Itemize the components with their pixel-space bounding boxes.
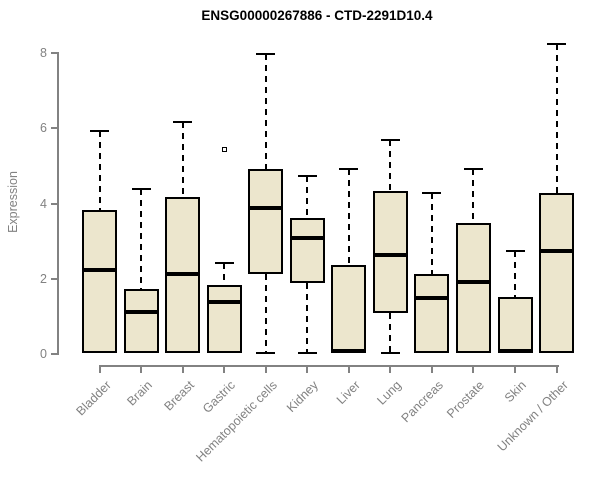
y-tick-label: 2	[40, 271, 47, 286]
upper-whisker-cap	[297, 175, 317, 178]
upper-whisker	[223, 262, 226, 286]
upper-whisker-cap	[380, 139, 400, 142]
lower-whisker-cap	[297, 352, 317, 354]
upper-whisker	[472, 168, 475, 224]
x-axis-tick	[98, 365, 101, 373]
lower-whisker	[306, 283, 309, 353]
upper-whisker-cap	[173, 120, 193, 123]
box	[497, 296, 533, 353]
upper-whisker-cap	[547, 43, 567, 46]
box	[331, 264, 367, 353]
upper-whisker	[306, 176, 309, 218]
y-tick-label: 4	[40, 196, 47, 211]
box	[372, 191, 408, 314]
y-axis-title: Expression	[6, 171, 20, 233]
box	[206, 285, 242, 353]
x-axis-tick	[223, 365, 226, 373]
x-axis-tick	[181, 365, 184, 373]
x-axis-line	[99, 365, 559, 367]
upper-whisker	[181, 121, 184, 197]
lower-whisker	[264, 273, 267, 353]
box	[539, 193, 575, 353]
upper-whisker	[98, 131, 101, 210]
median-line	[414, 296, 450, 301]
upper-whisker	[264, 53, 267, 169]
x-axis-tick	[140, 365, 143, 373]
y-axis-tick	[51, 277, 57, 280]
upper-whisker-cap	[214, 261, 234, 264]
lower-whisker-cap	[380, 352, 400, 354]
upper-whisker	[555, 44, 558, 194]
y-tick-label: 8	[40, 46, 47, 60]
upper-whisker-cap	[422, 192, 442, 195]
y-tick-label: 0	[40, 347, 47, 361]
median-line	[82, 268, 117, 273]
box	[248, 168, 284, 274]
median-line	[539, 249, 575, 254]
median-line	[206, 300, 242, 305]
x-axis-tick	[555, 365, 558, 373]
outlier-point	[221, 147, 227, 153]
x-axis-tick	[389, 365, 392, 373]
y-axis-line	[57, 52, 59, 355]
upper-whisker-cap	[505, 250, 525, 253]
x-axis-tick	[514, 365, 516, 373]
upper-whisker-cap	[339, 167, 359, 170]
x-axis-tick	[347, 365, 350, 373]
x-axis-tick	[472, 365, 475, 373]
box	[82, 210, 117, 353]
upper-whisker-cap	[463, 167, 483, 170]
upper-whisker-cap	[90, 130, 109, 132]
box	[414, 273, 450, 353]
x-axis-tick	[430, 365, 433, 373]
box	[455, 223, 491, 353]
median-line	[248, 206, 284, 211]
median-line	[331, 349, 367, 354]
y-axis-tick	[51, 52, 57, 54]
x-axis-tick	[306, 365, 309, 373]
upper-whisker-cap	[256, 52, 276, 55]
y-axis-tick	[51, 127, 57, 130]
y-axis-tick	[51, 353, 57, 355]
median-line	[289, 236, 325, 241]
upper-whisker	[140, 189, 143, 290]
box	[289, 217, 325, 284]
median-line	[497, 349, 533, 354]
median-line	[165, 271, 201, 276]
lower-whisker-cap	[256, 352, 276, 354]
y-axis-tick	[51, 202, 57, 205]
median-line	[372, 253, 408, 258]
upper-whisker-cap	[131, 188, 151, 191]
chart-title: ENSG00000267886 - CTD-2291D10.4	[201, 8, 433, 23]
x-axis-tick	[264, 365, 267, 373]
upper-whisker	[514, 251, 516, 297]
lower-whisker	[389, 313, 392, 353]
box	[123, 289, 159, 353]
y-tick-label: 6	[40, 121, 47, 136]
upper-whisker	[430, 193, 433, 274]
upper-whisker	[389, 140, 392, 192]
median-line	[123, 309, 159, 314]
upper-whisker	[347, 168, 350, 265]
median-line	[455, 279, 491, 284]
